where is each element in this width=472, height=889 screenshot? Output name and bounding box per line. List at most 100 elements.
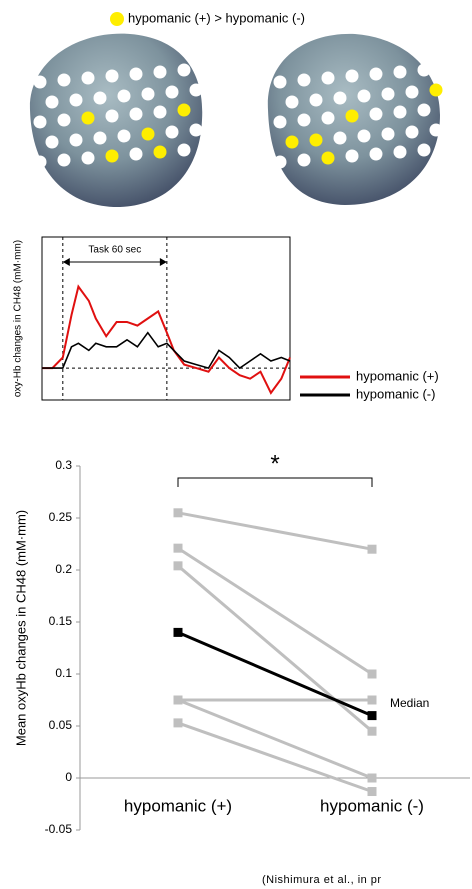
channel-dot bbox=[321, 111, 335, 125]
y-tick-label: 0.15 bbox=[49, 614, 73, 628]
channel-dot bbox=[345, 69, 359, 83]
channel-dot bbox=[57, 73, 71, 87]
channel-dot bbox=[357, 129, 371, 143]
series-label: Median bbox=[390, 696, 429, 710]
channel-dot bbox=[105, 149, 119, 163]
channel-dot bbox=[333, 131, 347, 145]
series-line bbox=[177, 546, 373, 676]
series-line bbox=[177, 721, 373, 793]
data-point bbox=[367, 711, 377, 721]
channel-dot bbox=[165, 125, 179, 139]
data-point bbox=[173, 695, 183, 705]
channel-dot bbox=[369, 67, 383, 81]
significance-bracket bbox=[177, 477, 373, 487]
channel-dot bbox=[369, 107, 383, 121]
series-line bbox=[177, 631, 373, 717]
annotation: * bbox=[270, 450, 279, 477]
channel-dot bbox=[297, 113, 311, 127]
y-tick-label: 0.3 bbox=[55, 458, 72, 472]
data-point bbox=[173, 718, 183, 728]
series-line bbox=[177, 564, 373, 733]
channel-dot bbox=[45, 95, 59, 109]
channel-dot bbox=[393, 145, 407, 159]
series-line bbox=[177, 511, 373, 551]
channel-dot bbox=[417, 63, 431, 77]
channel-dot bbox=[405, 125, 419, 139]
channel-dot bbox=[417, 143, 431, 157]
channel-dot bbox=[81, 71, 95, 85]
channel-dot bbox=[129, 147, 143, 161]
channel-dot bbox=[141, 127, 155, 141]
channel-dot bbox=[333, 91, 347, 105]
data-point bbox=[367, 695, 377, 705]
brain-images bbox=[29, 33, 443, 208]
channel-dot bbox=[45, 135, 59, 149]
y-tick-label: 0 bbox=[65, 770, 72, 784]
channel-dot bbox=[81, 111, 95, 125]
channel-dot bbox=[297, 153, 311, 167]
legend-label: hypomanic (+) bbox=[356, 368, 439, 383]
channel-dot bbox=[117, 89, 131, 103]
y-tick-label: 0.1 bbox=[55, 666, 72, 680]
data-point bbox=[367, 726, 377, 736]
data-point bbox=[367, 787, 377, 797]
channel-dot bbox=[309, 133, 323, 147]
data-point bbox=[173, 561, 183, 571]
x-tick-label: hypomanic (-) bbox=[320, 796, 424, 815]
channel-dot bbox=[273, 155, 287, 169]
data-point bbox=[367, 669, 377, 679]
legend-label: hypomanic (-) bbox=[356, 386, 435, 401]
channel-dot bbox=[357, 89, 371, 103]
data-point bbox=[173, 543, 183, 553]
channel-dot bbox=[429, 123, 443, 137]
y-axis-label: oxy-Hb changes in CH48 (mM·mm) bbox=[13, 240, 24, 397]
y-tick-label: 0.25 bbox=[49, 510, 73, 524]
channel-dot bbox=[69, 133, 83, 147]
channel-dot bbox=[273, 75, 287, 89]
channel-dot bbox=[309, 93, 323, 107]
channel-dot bbox=[153, 105, 167, 119]
series-line bbox=[42, 331, 291, 370]
channel-dot bbox=[285, 135, 299, 149]
channel-dot bbox=[393, 105, 407, 119]
channel-dot bbox=[105, 109, 119, 123]
y-tick-label: -0.05 bbox=[45, 822, 73, 836]
channel-dot bbox=[153, 65, 167, 79]
channel-dot bbox=[33, 155, 47, 169]
series-line bbox=[42, 284, 291, 395]
annotation: Task 60 sec bbox=[88, 245, 141, 256]
data-point bbox=[367, 544, 377, 554]
channel-dot bbox=[81, 151, 95, 165]
channel-dot bbox=[273, 115, 287, 129]
channel-dot bbox=[141, 87, 155, 101]
legend-swatch bbox=[110, 12, 124, 26]
channel-dot bbox=[117, 129, 131, 143]
channel-dot bbox=[57, 153, 71, 167]
brain-legend-label: hypomanic (+) > hypomanic (-) bbox=[128, 10, 305, 25]
channel-dot bbox=[105, 69, 119, 83]
channel-dot bbox=[93, 131, 107, 145]
channel-dot bbox=[381, 127, 395, 141]
channel-dot bbox=[321, 151, 335, 165]
channel-dot bbox=[165, 85, 179, 99]
data-point bbox=[173, 627, 183, 637]
series-line bbox=[177, 698, 373, 780]
channel-dot bbox=[189, 123, 203, 137]
channel-dot bbox=[393, 65, 407, 79]
channel-dot bbox=[369, 147, 383, 161]
channel-dot bbox=[285, 95, 299, 109]
channel-dot bbox=[405, 85, 419, 99]
x-tick-label: hypomanic (+) bbox=[124, 796, 232, 815]
channel-dot bbox=[345, 149, 359, 163]
channel-dot bbox=[177, 103, 191, 117]
channel-dot bbox=[429, 83, 443, 97]
y-tick-label: 0.2 bbox=[55, 562, 72, 576]
channel-dot bbox=[189, 83, 203, 97]
channel-dot bbox=[297, 73, 311, 87]
channel-dot bbox=[69, 93, 83, 107]
data-point bbox=[173, 508, 183, 518]
citation: (Nishimura et al., in pr bbox=[262, 874, 382, 886]
channel-dot bbox=[381, 87, 395, 101]
channel-dot bbox=[33, 115, 47, 129]
